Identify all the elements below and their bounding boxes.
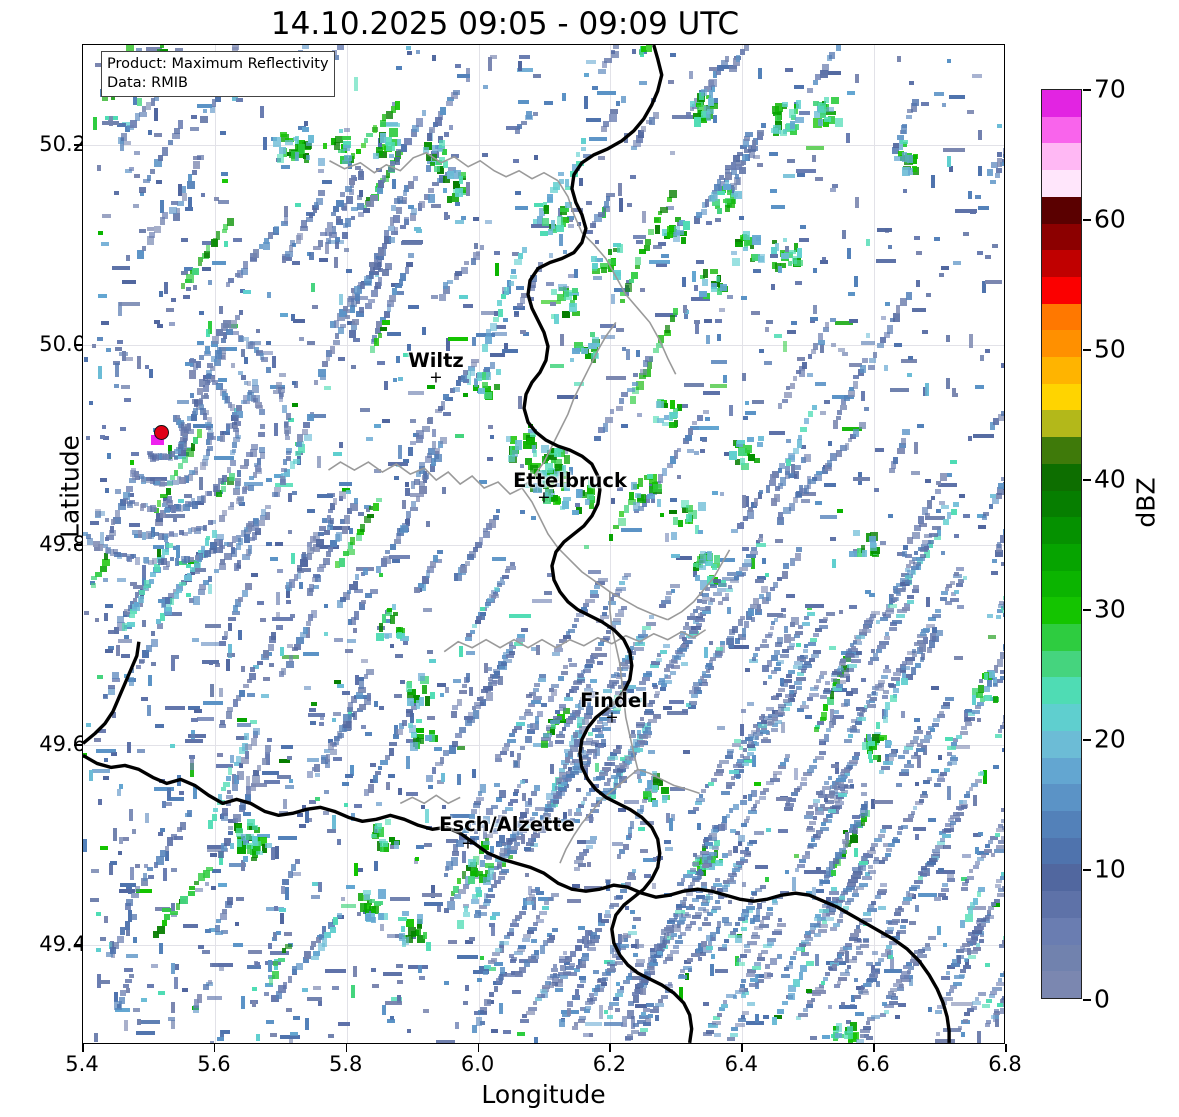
colorbar-tick-label: 50 xyxy=(1094,335,1126,364)
colorbar-band-29 xyxy=(1042,864,1081,891)
colorbar-tick-label: 40 xyxy=(1094,465,1126,494)
colorbar-tick-label: 70 xyxy=(1094,75,1126,104)
radar-map-plot-area[interactable]: Wiltz + Ettelbruck + Findel + Esch/Alzet… xyxy=(82,44,1005,1044)
colorbar-band-18 xyxy=(1042,571,1081,598)
colorbar-band-26 xyxy=(1042,784,1081,811)
x-tick-mark xyxy=(214,1044,216,1052)
x-tick-mark xyxy=(1005,1044,1007,1052)
colorbar-band-0 xyxy=(1042,90,1081,117)
colorbar-title: dBZ xyxy=(1132,443,1161,563)
x-tick-label: 6.8 xyxy=(988,1052,1021,1076)
colorbar-band-12 xyxy=(1042,410,1081,437)
colorbar-band-9 xyxy=(1042,330,1081,357)
info-data-line: Data: RMIB xyxy=(107,74,329,93)
x-tick-label: 5.4 xyxy=(65,1052,98,1076)
y-tick-mark xyxy=(74,344,82,346)
national-border-south xyxy=(83,755,949,1042)
colorbar-band-15 xyxy=(1042,491,1081,518)
info-product-line: Product: Maximum Reflectivity xyxy=(107,55,329,74)
city-marker-esch-alzette: + xyxy=(461,834,474,853)
x-tick-mark xyxy=(873,1044,875,1052)
colorbar-band-13 xyxy=(1042,437,1081,464)
colorbar-tick-label: 30 xyxy=(1094,595,1126,624)
colorbar-band-33 xyxy=(1042,971,1081,998)
colorbar-band-17 xyxy=(1042,544,1081,571)
colorbar-band-22 xyxy=(1042,677,1081,704)
x-tick-mark xyxy=(609,1044,611,1052)
city-marker-ettelbruck: + xyxy=(537,488,550,507)
colorbar-band-20 xyxy=(1042,624,1081,651)
y-tick-mark xyxy=(74,144,82,146)
colorbar-band-2 xyxy=(1042,143,1081,170)
x-tick-label: 6.4 xyxy=(725,1052,758,1076)
colorbar-band-32 xyxy=(1042,945,1081,972)
colorbar-band-21 xyxy=(1042,651,1081,678)
city-label-esch-alzette: Esch/Alzette xyxy=(439,813,575,836)
colorbar-band-28 xyxy=(1042,838,1081,865)
colorbar-band-11 xyxy=(1042,384,1081,411)
y-axis-title: Latitude xyxy=(56,387,85,587)
border-overlay xyxy=(83,45,1004,1043)
colorbar-band-16 xyxy=(1042,517,1081,544)
colorbar-band-23 xyxy=(1042,704,1081,731)
y-tick-mark xyxy=(74,944,82,946)
national-border-west xyxy=(83,642,139,744)
colorbar-tick-label: 10 xyxy=(1094,855,1126,884)
x-tick-mark xyxy=(82,1044,84,1052)
colorbar-tick-label: 60 xyxy=(1094,205,1126,234)
colorbar-band-3 xyxy=(1042,170,1081,197)
colorbar-band-6 xyxy=(1042,250,1081,277)
product-info-box: Product: Maximum Reflectivity Data: RMIB xyxy=(101,51,335,97)
colorbar-tick-label: 0 xyxy=(1094,985,1110,1014)
x-tick-mark xyxy=(478,1044,480,1052)
colorbar-band-8 xyxy=(1042,304,1081,331)
x-tick-label: 6.2 xyxy=(593,1052,626,1076)
colorbar-band-10 xyxy=(1042,357,1081,384)
colorbar-band-19 xyxy=(1042,597,1081,624)
x-tick-label: 6.0 xyxy=(461,1052,494,1076)
radar-site-marker[interactable] xyxy=(154,425,169,440)
national-border-luxembourg xyxy=(524,45,692,1043)
x-tick-label: 6.6 xyxy=(856,1052,889,1076)
colorbar-band-4 xyxy=(1042,197,1081,224)
colorbar-band-1 xyxy=(1042,117,1081,144)
x-tick-mark xyxy=(346,1044,348,1052)
x-tick-label: 5.6 xyxy=(197,1052,230,1076)
x-axis-title: Longitude xyxy=(82,1080,1005,1109)
city-marker-findel: + xyxy=(605,708,618,727)
city-label-ettelbruck: Ettelbruck xyxy=(513,469,627,492)
city-marker-wiltz: + xyxy=(429,368,442,387)
x-tick-label: 5.8 xyxy=(329,1052,362,1076)
colorbar-band-27 xyxy=(1042,811,1081,838)
colorbar-tick-label: 20 xyxy=(1094,725,1126,754)
colorbar-band-24 xyxy=(1042,731,1081,758)
colorbar-band-30 xyxy=(1042,891,1081,918)
colorbar-band-31 xyxy=(1042,918,1081,945)
page-title: 14.10.2025 09:05 - 09:09 UTC xyxy=(0,6,1010,42)
colorbar-band-5 xyxy=(1042,224,1081,251)
colorbar-band-7 xyxy=(1042,277,1081,304)
y-tick-mark xyxy=(74,744,82,746)
colorbar[interactable] xyxy=(1041,89,1082,999)
x-tick-mark xyxy=(741,1044,743,1052)
colorbar-band-25 xyxy=(1042,758,1081,785)
district-borders xyxy=(328,153,729,863)
colorbar-band-14 xyxy=(1042,464,1081,491)
